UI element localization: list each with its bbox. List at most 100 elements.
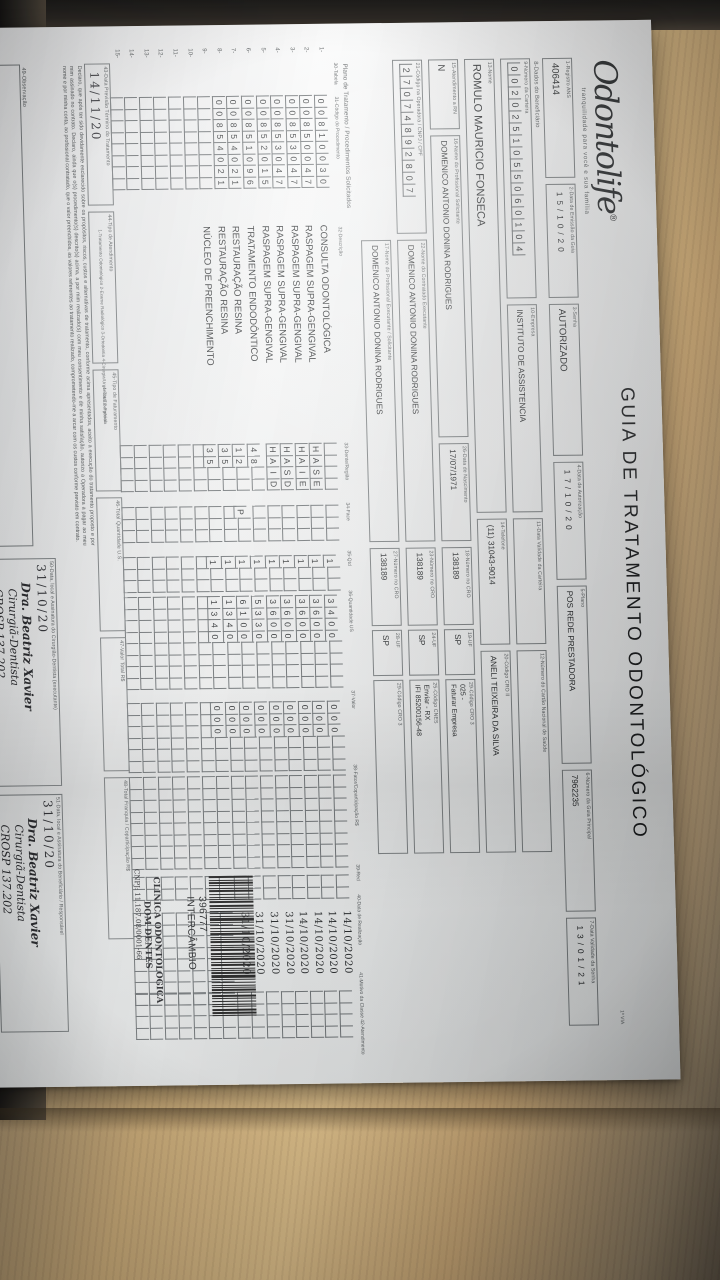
digit-cell [167, 607, 181, 620]
digit-cell [192, 444, 206, 456]
digit-cell [154, 131, 168, 143]
digit-cell [139, 131, 154, 144]
digit-cell: 4 [213, 141, 227, 154]
digit-cell [163, 992, 178, 1005]
digit-cell [110, 120, 124, 132]
digit-cell [197, 96, 211, 108]
cell-data-realizacao: 31/10/2020 [282, 911, 296, 975]
cell-digits: 00810030 [313, 94, 330, 188]
digit-cell [251, 477, 265, 491]
digit-cell [162, 935, 176, 948]
digit-cell [239, 567, 253, 579]
digit-cell [277, 875, 291, 887]
label-codigo-cro-1: 29-Código CRO 3 [467, 681, 475, 725]
digit-cell [164, 506, 179, 519]
value-previsao-termino: 14/11/20 [87, 71, 104, 142]
digit-cell [142, 760, 156, 773]
digit-cell: 0 [271, 152, 286, 165]
col-head-face: 34-Face [344, 502, 351, 521]
box-observacao [0, 64, 34, 547]
digit-cell [124, 620, 138, 632]
digit-cell: 0 [284, 95, 299, 107]
digit-cell [210, 567, 224, 580]
digit-cell [246, 833, 261, 845]
col-head-data: 40-Data de Realização [355, 894, 363, 946]
digit-cell [127, 748, 142, 761]
digit-cell [320, 843, 334, 856]
digit-cell [194, 529, 208, 542]
value-data-nascimento: 17/07/1971 [447, 449, 459, 491]
digit-cell [156, 748, 171, 761]
digit-cell: 0 [213, 153, 227, 166]
digit-cell [261, 832, 275, 845]
label-dados-beneficiario: 8-Dados do Beneficiário [532, 61, 540, 128]
digit-cell [283, 566, 297, 579]
digit-cell [177, 444, 191, 457]
digit-cell [324, 1002, 338, 1014]
digit-cell: 5 [300, 129, 314, 142]
digit-cell [227, 664, 241, 677]
digit-cell [119, 456, 133, 469]
digit-cell [166, 568, 180, 580]
digit-cell [254, 578, 268, 592]
cell-digits: HASD [279, 443, 295, 491]
digit-cell [156, 725, 170, 738]
digit-cell [212, 653, 227, 666]
digit-cell [149, 467, 163, 480]
digit-cell [302, 746, 317, 759]
digit-cell [298, 577, 312, 591]
digit-cell [159, 857, 174, 870]
digit-cell [310, 1002, 324, 1014]
digit-cell [153, 108, 167, 120]
barcode-bar [210, 936, 255, 938]
digit-cell [208, 517, 223, 530]
digit-cell: 8 [314, 117, 328, 130]
digit-cell [226, 641, 241, 654]
digit-cell [183, 130, 197, 143]
digit-cell [223, 517, 237, 529]
value-cro-3: 138189 [378, 552, 389, 581]
digit-cell [329, 652, 343, 664]
digit-cell [134, 981, 148, 994]
digit-cell [339, 1013, 353, 1026]
barcode-bar [209, 910, 254, 912]
digit-cell [288, 758, 302, 772]
digit-cell [203, 845, 217, 857]
stamp-2-line2: Cirurgiã-Dentista [12, 824, 28, 922]
digit-cell [182, 607, 196, 620]
digit-cell [164, 1027, 179, 1040]
digit-cell [153, 631, 167, 643]
digit-cell: 1 [228, 176, 242, 189]
barcode-bar [210, 948, 255, 952]
digit-cell [139, 665, 154, 678]
digit-cell: 0 [211, 95, 226, 108]
digit-cell: 0 [511, 230, 526, 243]
cell-digits [302, 774, 320, 868]
digit-cell [110, 131, 124, 144]
digit-cell: 0 [212, 107, 226, 120]
digit-cell [171, 736, 185, 749]
digit-cell [196, 579, 210, 592]
digit-cell [252, 505, 266, 518]
digit-cell [123, 608, 138, 621]
digit-cell: 0 [511, 206, 525, 219]
cell-descricao: RESTAURAÇÃO RESINA [216, 225, 231, 335]
digit-cell [141, 725, 155, 738]
digit-cell [244, 759, 259, 772]
digit-cell [172, 787, 186, 800]
digit-cell: 8 [285, 118, 299, 130]
digit-cell [339, 1024, 354, 1038]
digit-cell [297, 566, 312, 579]
digit-cell [216, 798, 231, 811]
digit-cell [122, 568, 137, 581]
digit-cell [128, 760, 142, 774]
digit-cell [254, 566, 268, 579]
value-obs-ifi: IFI 85200156-48 [413, 684, 422, 736]
label-plano: 5-Plano [578, 588, 586, 608]
digit-cell [267, 528, 281, 541]
digit-cell [283, 578, 297, 591]
digit-cell [164, 1004, 178, 1016]
digit-cell [295, 1002, 309, 1015]
barcode-bar [212, 1014, 257, 1017]
digit-cell: 1 [314, 129, 329, 141]
